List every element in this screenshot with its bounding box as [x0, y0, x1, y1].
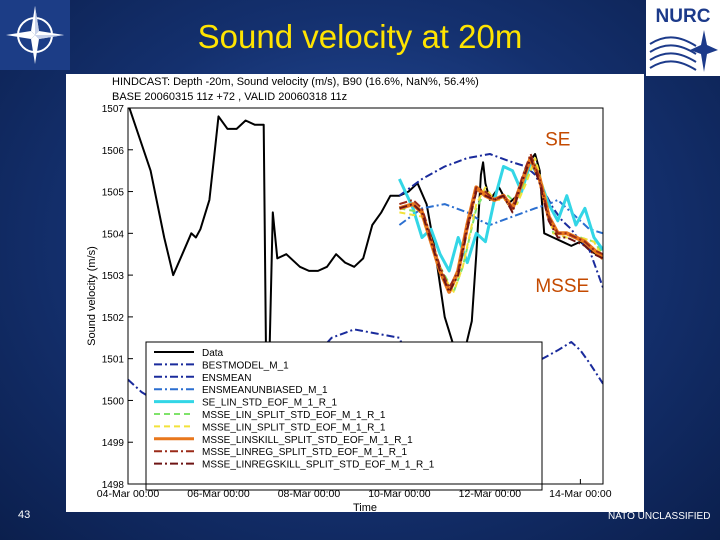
plot-frame	[127, 107, 604, 485]
x-tick-label: 08-Mar 00:00	[278, 488, 341, 500]
legend-label: ENSMEANUNBIASED_M_1	[202, 385, 328, 396]
legend-box	[145, 341, 543, 491]
legend-label: BESTMODEL_M_1	[202, 360, 289, 371]
legend-label: SE_LIN_STD_EOF_M_1_R_1	[202, 398, 338, 409]
classification-label: NATO UNCLASSIFIED	[608, 511, 711, 522]
legend-label: MSSE_LIN_SPLIT_STD_EOF_M_1_R_1	[202, 422, 386, 433]
y-tick-label: 1507	[102, 104, 125, 115]
x-tick-label: 12-Mar 00:00	[459, 488, 522, 500]
legend-label: MSSE_LINREGSKILL_SPLIT_STD_EOF_M_1_R_1	[202, 460, 435, 471]
y-tick-label: 1506	[102, 146, 125, 157]
star-icon	[690, 30, 718, 72]
series-line-4	[398, 198, 603, 235]
slide-title: Sound velocity at 20m	[197, 18, 523, 55]
series-line-5	[398, 160, 603, 273]
series-line-10	[399, 157, 603, 293]
y-tick-label: 1499	[102, 438, 125, 449]
nurc-logo-text: NURC	[656, 6, 711, 27]
x-axis-label: Time	[353, 502, 377, 514]
y-tick-label: 1500	[102, 396, 125, 407]
chart-header-line-1: HINDCAST: Depth -20m, Sound velocity (m/…	[112, 76, 479, 88]
y-tick-label: 1501	[102, 355, 125, 366]
legend-label: MSSE_LIN_SPLIT_STD_EOF_M_1_R_1	[202, 410, 386, 421]
annotation-se: SE	[545, 130, 570, 151]
y-tick-label: 1498	[102, 480, 125, 491]
y-tick-label: 1505	[102, 188, 125, 199]
nurc-logo: NURC	[646, 0, 720, 76]
legend-label: MSSE_LINSKILL_SPLIT_STD_EOF_M_1_R_1	[202, 435, 413, 446]
legend-label: Data	[202, 348, 224, 359]
annotation-msse: MSSE	[535, 276, 589, 297]
slide-number: 43	[18, 509, 31, 521]
y-axis-label: Sound velocity (m/s)	[86, 246, 98, 346]
chart-header-line-2: BASE 20060315 11z +72 , VALID 20060318 1…	[112, 91, 348, 103]
legend-label: MSSE_LINREG_SPLIT_STD_EOF_M_1_R_1	[202, 447, 408, 458]
x-tick-label: 04-Mar 00:00	[97, 488, 160, 500]
nato-logo	[0, 0, 70, 70]
legend-label: ENSMEAN	[202, 373, 251, 384]
y-tick-label: 1502	[102, 313, 125, 324]
x-tick-label: 14-Mar 00:00	[549, 488, 612, 500]
y-tick-label: 1504	[102, 229, 125, 240]
x-tick-label: 06-Mar 00:00	[187, 488, 250, 500]
y-tick-label: 1503	[102, 271, 125, 282]
x-tick-label: 10-Mar 00:00	[368, 488, 431, 500]
nato-compass-icon	[6, 6, 64, 64]
